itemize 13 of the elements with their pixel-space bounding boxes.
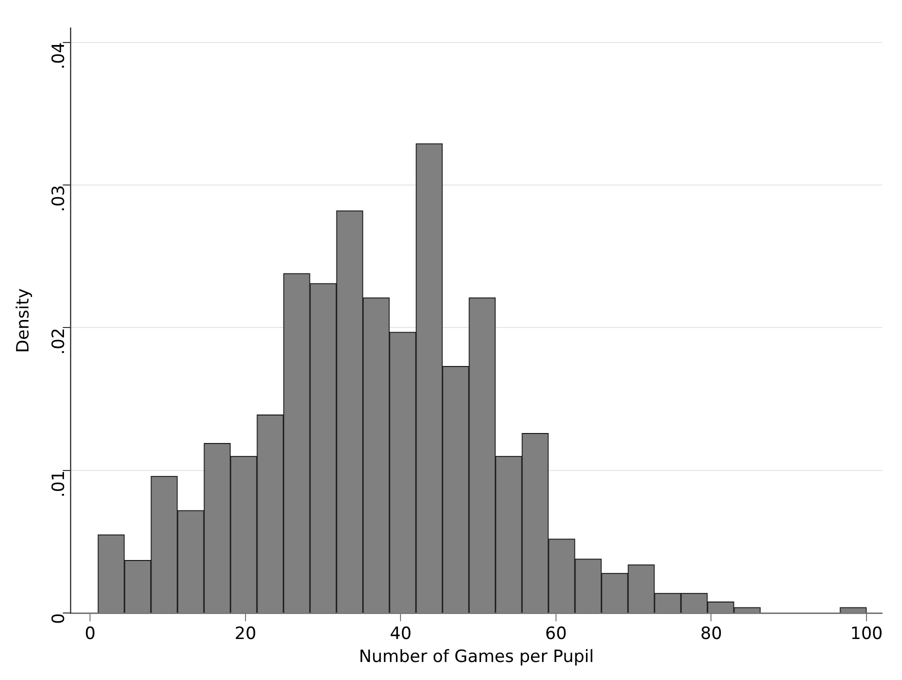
y-tick-label: .01 xyxy=(49,470,70,498)
x-tick-label: 0 xyxy=(84,624,96,644)
y-axis-title: Density xyxy=(14,288,34,353)
x-tick-label: 40 xyxy=(390,624,412,644)
y-tick-label: .02 xyxy=(49,328,70,355)
x-tick-label: 80 xyxy=(700,624,722,644)
y-tick-label: 0 xyxy=(49,613,70,624)
x-tick-label: 60 xyxy=(545,624,567,644)
x-tick-label: 100 xyxy=(850,624,883,644)
x-axis-title: Number of Games per Pupil xyxy=(358,647,594,668)
y-tick-label: .03 xyxy=(49,185,70,212)
x-tick-label: 20 xyxy=(234,624,256,644)
y-tick-label: .04 xyxy=(49,42,70,70)
